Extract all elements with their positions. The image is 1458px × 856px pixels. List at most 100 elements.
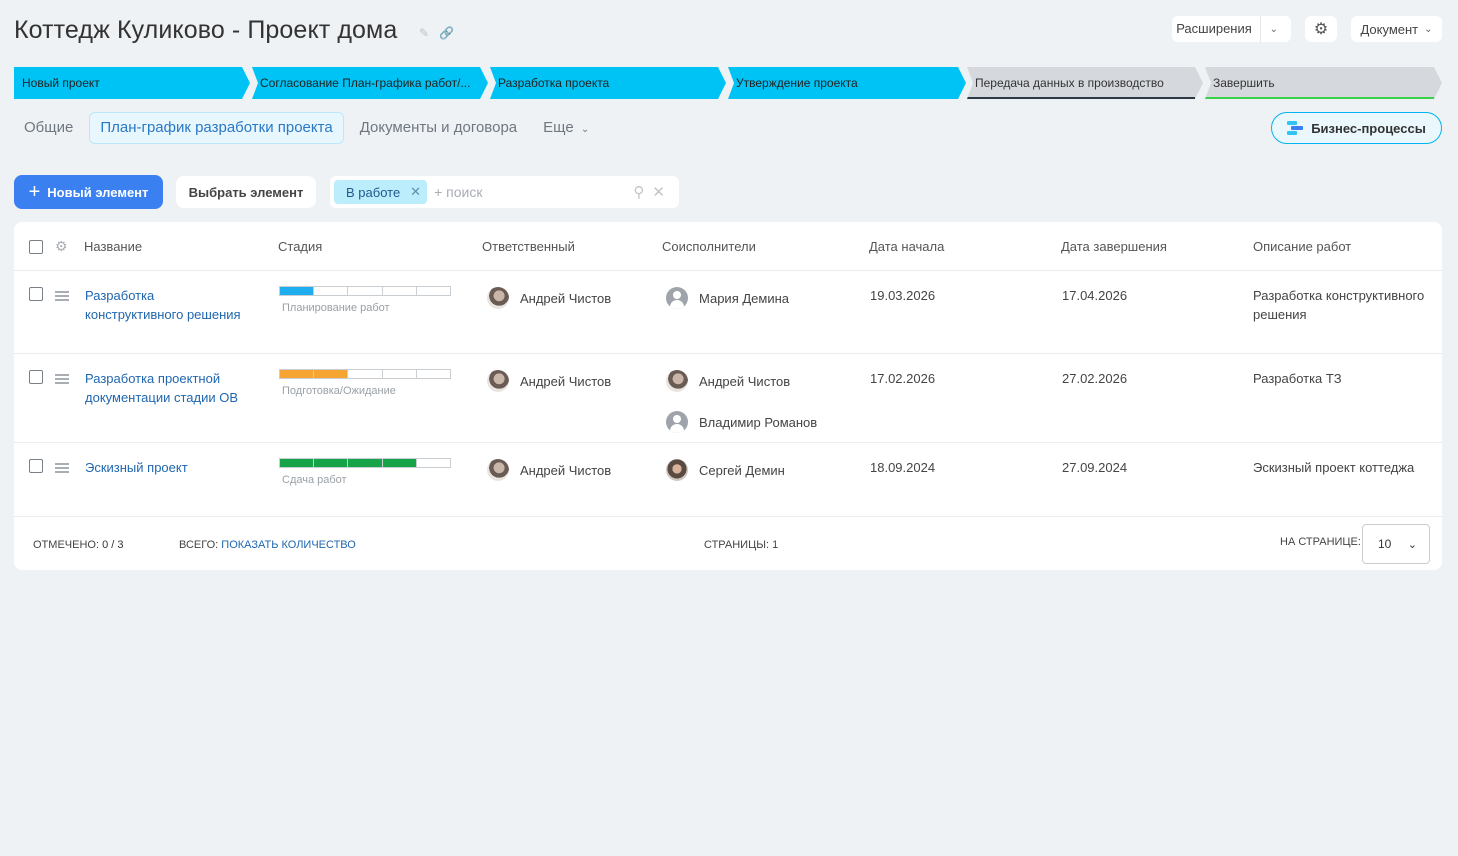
business-processes-label: Бизнес-процессы xyxy=(1311,120,1426,136)
stage-segment xyxy=(348,370,383,378)
stage-label: Согласование План-графика работ/... xyxy=(260,76,471,90)
filter-chip[interactable]: В работе ✕ xyxy=(334,180,428,204)
tab-plan[interactable]: План-график разработки проекта xyxy=(89,112,344,144)
per-page-select[interactable]: 10 ⌄ xyxy=(1362,524,1430,564)
stage-development[interactable]: Разработка проекта xyxy=(490,67,726,99)
stage-label: Сдача работ xyxy=(282,474,347,486)
remove-chip-icon[interactable]: ✕ xyxy=(410,184,422,199)
new-element-button[interactable]: + Новый элемент xyxy=(14,175,163,209)
column-end-date[interactable]: Дата завершения xyxy=(1061,239,1167,254)
person-name: Андрей Чистов xyxy=(520,290,612,306)
table-row[interactable]: Эскизный проект Сдача работ Андрей Чисто… xyxy=(14,443,1442,517)
drag-handle-icon[interactable] xyxy=(55,374,69,384)
coexecutor-person[interactable]: Сергей Демин xyxy=(666,459,785,481)
coexecutor-person[interactable]: Владимир Романов xyxy=(666,411,817,433)
settings-button[interactable]: ⚙ xyxy=(1305,16,1337,42)
stage-underline xyxy=(967,97,1195,99)
start-date: 18.09.2024 xyxy=(870,460,936,475)
tab-more-label: Еще xyxy=(543,119,574,136)
gear-icon: ⚙ xyxy=(1313,21,1329,38)
row-name-link[interactable]: Разработка проектной документации стадии… xyxy=(85,371,239,405)
filter-search-bar[interactable]: В работе ✕ + поиск ⚲ ✕ xyxy=(330,176,679,208)
chevron-down-icon: ⌄ xyxy=(1407,538,1417,551)
plus-icon: + xyxy=(28,181,41,203)
stage-segment xyxy=(314,370,349,378)
stage-segment xyxy=(280,370,315,378)
row-name-link[interactable]: Эскизный проект xyxy=(85,460,188,475)
description: Эскизный проект коттеджа xyxy=(1253,460,1415,475)
row-checkbox[interactable] xyxy=(29,287,43,301)
stage-transfer-to-production[interactable]: Передача данных в производство xyxy=(967,67,1203,99)
start-date: 19.03.2026 xyxy=(870,288,936,303)
stage-progress-bar: Новый проект Согласование План-графика р… xyxy=(14,67,1442,99)
stage-approval[interactable]: Утверждение проекта xyxy=(728,67,966,99)
tab-documents[interactable]: Документы и договора xyxy=(359,119,518,136)
responsible-person[interactable]: Андрей Чистов xyxy=(487,459,611,481)
responsible-person[interactable]: Андрей Чистов xyxy=(487,370,611,392)
document-button[interactable]: Документ ⌄ xyxy=(1351,16,1442,42)
person-name: Андрей Чистов xyxy=(699,373,791,389)
stage-label: Завершить xyxy=(1213,76,1275,90)
per-page-label: На странице: xyxy=(1280,536,1361,548)
stage-segment xyxy=(383,287,417,295)
total-label: Всего: xyxy=(179,539,219,551)
avatar xyxy=(666,287,688,309)
column-responsible[interactable]: Ответственный xyxy=(482,239,575,254)
person-name: Андрей Чистов xyxy=(520,373,612,389)
business-process-icon xyxy=(1287,121,1304,135)
search-input[interactable]: + поиск xyxy=(434,184,483,200)
edit-pencil-icon[interactable]: ✎ xyxy=(419,26,430,40)
stage-plan-approval[interactable]: Согласование План-графика работ/... xyxy=(252,67,488,99)
stage-progress xyxy=(279,286,451,296)
page-title: Коттедж Куликово - Проект дома xyxy=(14,16,398,44)
document-label: Документ xyxy=(1360,21,1419,37)
column-stage[interactable]: Стадия xyxy=(278,239,323,254)
column-description[interactable]: Описание работ xyxy=(1253,239,1352,254)
show-count-link[interactable]: Показать количество xyxy=(221,539,356,551)
select-element-button[interactable]: Выбрать элемент xyxy=(176,176,316,208)
checked-label: Отмечено: xyxy=(33,539,99,551)
description: Разработка конструктивного решения xyxy=(1253,288,1425,322)
avatar xyxy=(487,459,509,481)
total-counter: Всего: Показать количество xyxy=(179,539,356,551)
row-name-link[interactable]: Разработка конструктивного решения xyxy=(85,288,241,322)
pages-counter: Страницы: 1 xyxy=(704,539,778,551)
stage-label: Подготовка/Ожидание xyxy=(282,385,396,397)
copy-link-icon[interactable]: 🔗 xyxy=(439,26,454,40)
avatar xyxy=(666,411,688,433)
end-date: 27.09.2024 xyxy=(1062,460,1128,475)
stage-segment xyxy=(314,459,349,467)
row-checkbox[interactable] xyxy=(29,370,43,384)
tab-general[interactable]: Общие xyxy=(24,119,74,136)
person-name: Сергей Демин xyxy=(699,462,785,478)
column-start-date[interactable]: Дата начала xyxy=(869,239,945,254)
stage-segment xyxy=(417,287,450,295)
checked-counter: Отмечено: 0 / 3 xyxy=(33,539,123,551)
drag-handle-icon[interactable] xyxy=(55,291,69,301)
business-processes-button[interactable]: Бизнес-процессы xyxy=(1271,112,1442,144)
tab-more[interactable]: Еще ⌄ xyxy=(533,112,589,144)
row-checkbox[interactable] xyxy=(29,459,43,473)
clear-icon[interactable]: ✕ xyxy=(652,184,665,201)
select-all-checkbox[interactable] xyxy=(29,240,43,254)
stage-new-project[interactable]: Новый проект xyxy=(14,67,250,99)
table-row[interactable]: Разработка проектной документации стадии… xyxy=(14,354,1442,443)
column-coexecutors[interactable]: Соисполнители xyxy=(662,239,756,254)
coexecutor-person[interactable]: Мария Демина xyxy=(666,287,789,309)
avatar xyxy=(666,459,688,481)
description: Разработка ТЗ xyxy=(1253,371,1342,386)
stage-finish[interactable]: Завершить xyxy=(1205,67,1442,99)
chevron-down-icon[interactable]: ⌄ xyxy=(1269,23,1278,35)
responsible-person[interactable]: Андрей Чистов xyxy=(487,287,611,309)
avatar xyxy=(666,370,688,392)
column-name[interactable]: Название xyxy=(84,239,143,254)
extensions-button[interactable]: Расширения ⌄ xyxy=(1172,16,1291,42)
pages-label: Страницы: xyxy=(704,539,770,551)
coexecutor-person[interactable]: Андрей Чистов xyxy=(666,370,790,392)
stage-progress xyxy=(279,369,451,379)
gear-icon[interactable]: ⚙ xyxy=(55,238,68,254)
search-icon[interactable]: ⚲ xyxy=(633,184,645,201)
drag-handle-icon[interactable] xyxy=(55,463,69,473)
table-row[interactable]: Разработка конструктивного решения Плани… xyxy=(14,271,1442,354)
stage-label: Разработка проекта xyxy=(498,76,610,90)
